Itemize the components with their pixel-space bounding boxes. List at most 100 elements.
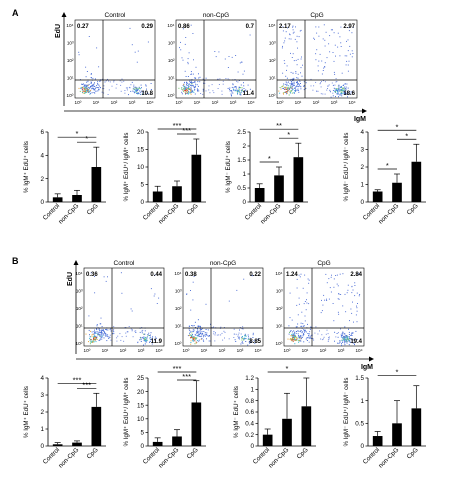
y-axis-label: % IgM⁺ EdU⁺/ IgM⁺ cells xyxy=(123,378,130,447)
event-dot xyxy=(349,45,351,47)
event-dot xyxy=(313,37,315,39)
flow-y-tick: 10³ xyxy=(276,289,283,294)
event-dot xyxy=(186,81,188,83)
event-dot xyxy=(107,336,109,338)
event-dot xyxy=(193,59,194,61)
event-dot xyxy=(333,278,335,280)
event-dot xyxy=(338,90,340,92)
event-dot xyxy=(248,341,250,343)
event-dot xyxy=(195,332,197,334)
bar xyxy=(172,436,182,446)
event-dot xyxy=(126,87,128,89)
event-dot xyxy=(320,312,322,314)
event-dot xyxy=(240,94,242,96)
y-tick-label: 2 xyxy=(40,409,44,416)
event-dot xyxy=(295,90,296,92)
event-dot xyxy=(293,31,295,33)
event-dot xyxy=(347,64,349,66)
event-dot xyxy=(313,85,315,87)
event-dot xyxy=(84,85,86,87)
quadrant-ul-value: 0.36 xyxy=(86,272,98,278)
event-dot xyxy=(201,328,203,330)
y-axis-label: % IgM⁻ EdU⁺/ IgM⁻ cells xyxy=(343,378,350,447)
event-dot xyxy=(87,81,89,83)
event-dot xyxy=(202,332,203,334)
category-label: non-CpG xyxy=(259,202,282,225)
event-dot xyxy=(204,82,206,84)
event-dot xyxy=(82,90,84,92)
event-dot xyxy=(93,337,95,339)
event-dot xyxy=(181,88,183,90)
event-dot xyxy=(221,332,223,334)
event-dot xyxy=(321,334,323,336)
event-dot xyxy=(282,72,284,74)
event-dot xyxy=(94,329,95,331)
event-dot xyxy=(294,343,296,345)
quadrant-ur-value: 2.97 xyxy=(343,24,355,30)
y-tick-label: 2 xyxy=(242,143,246,150)
event-dot xyxy=(305,87,307,89)
event-dot xyxy=(149,338,151,340)
event-dot xyxy=(297,82,299,84)
event-dot xyxy=(218,334,220,336)
event-dot xyxy=(128,86,130,88)
flow-x-tick: 10⁰ xyxy=(277,100,284,105)
event-dot xyxy=(292,80,294,82)
event-dot xyxy=(354,285,356,286)
event-dot xyxy=(222,83,224,85)
event-dot xyxy=(322,38,324,40)
event-dot xyxy=(351,332,353,334)
event-dot xyxy=(195,77,197,79)
event-dot xyxy=(121,336,123,338)
event-dot xyxy=(223,330,225,332)
category-label: CpG xyxy=(288,202,302,216)
quadrant-ul-value: 0.86 xyxy=(178,24,190,30)
event-dot xyxy=(94,92,96,94)
y-tick-label: 0.5 xyxy=(237,185,246,192)
event-dot xyxy=(208,335,210,337)
event-dot xyxy=(113,326,115,328)
flow-dots xyxy=(278,24,354,98)
flow-y-label: EdU xyxy=(67,272,74,286)
event-dot xyxy=(289,86,291,88)
event-dot xyxy=(326,282,328,284)
flow-x-tick: 10⁴ xyxy=(348,100,355,105)
event-dot xyxy=(212,327,214,329)
event-dot xyxy=(356,307,358,309)
event-dot xyxy=(295,86,297,88)
event-dot xyxy=(231,90,233,92)
event-dot xyxy=(145,338,146,340)
significance-label: * xyxy=(268,154,271,163)
event-dot xyxy=(99,334,101,336)
flow-dots xyxy=(178,24,251,97)
event-dot xyxy=(143,91,145,93)
flow-dots xyxy=(85,272,160,346)
event-dot xyxy=(86,89,88,91)
event-dot xyxy=(85,66,87,68)
event-dot xyxy=(293,334,295,336)
event-dot xyxy=(358,295,360,297)
event-dot xyxy=(242,73,244,75)
event-dot xyxy=(209,92,211,94)
event-dot xyxy=(200,332,202,334)
quadrant-lr-value: 10.8 xyxy=(141,91,153,97)
event-dot xyxy=(193,325,195,327)
event-dot xyxy=(89,336,91,338)
event-dot xyxy=(355,330,357,332)
event-dot xyxy=(131,329,133,331)
event-dot xyxy=(121,292,123,294)
bar xyxy=(372,191,383,202)
event-dot xyxy=(340,92,342,94)
event-dot xyxy=(340,46,342,47)
event-dot xyxy=(116,337,118,339)
event-dot xyxy=(196,84,198,86)
event-dot xyxy=(321,299,322,301)
flow-y-tick: 10¹ xyxy=(276,324,283,329)
event-dot xyxy=(288,85,290,87)
event-dot xyxy=(301,311,303,313)
event-dot xyxy=(342,305,344,307)
event-dot xyxy=(339,341,341,343)
event-dot xyxy=(347,87,349,89)
